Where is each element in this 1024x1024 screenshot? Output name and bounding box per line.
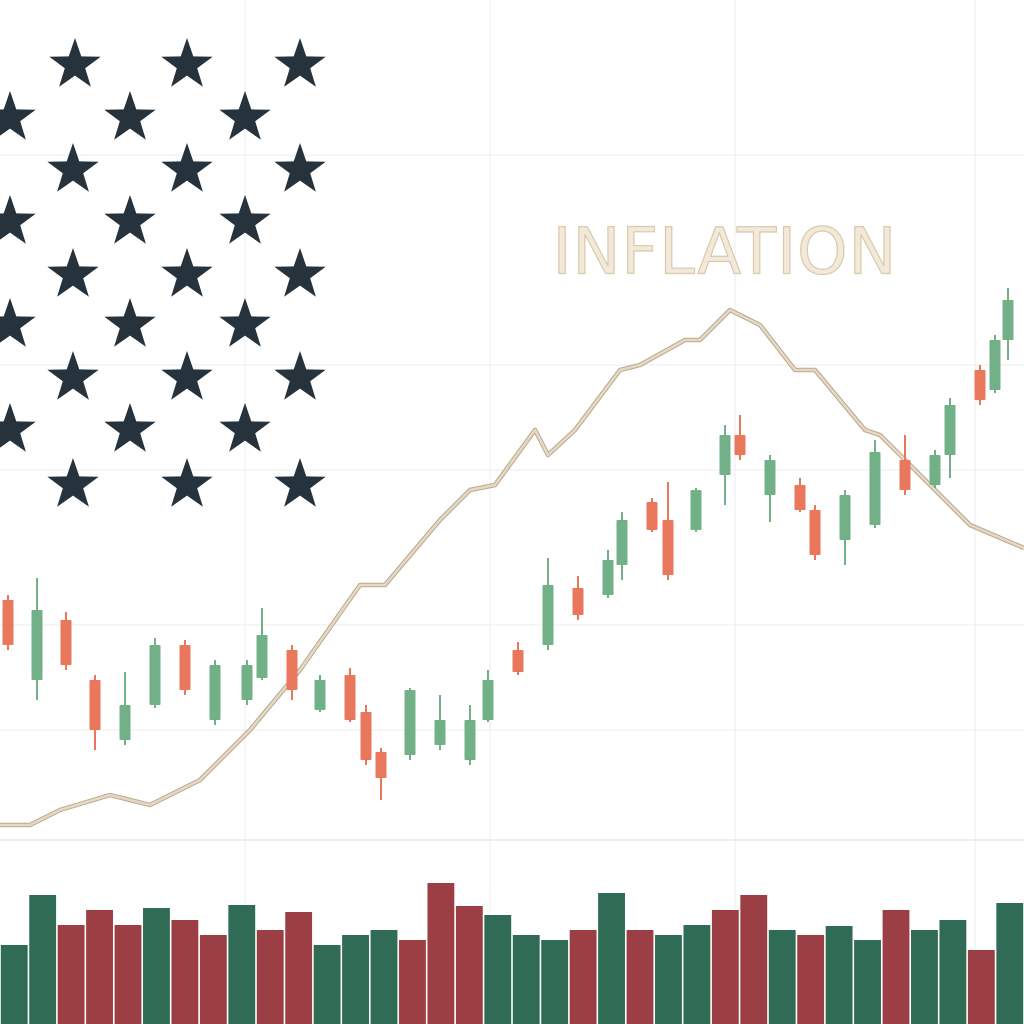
- volume-bar: [939, 920, 967, 1024]
- volume-bar: [967, 950, 995, 1024]
- candle-body: [974, 370, 986, 400]
- candle-body: [809, 510, 821, 555]
- volume-bar: [171, 920, 199, 1024]
- volume-bar: [285, 912, 313, 1024]
- candle-body: [89, 680, 101, 730]
- candle-body: [869, 452, 881, 525]
- candle-body: [794, 485, 806, 510]
- candle-body: [899, 460, 911, 490]
- volume-bar: [825, 926, 853, 1024]
- volume-bar: [740, 895, 768, 1024]
- volume-bar: [114, 925, 142, 1024]
- volume-bar: [256, 930, 284, 1024]
- volume-bar: [399, 940, 426, 1024]
- volume-bar: [512, 935, 540, 1024]
- candle-body: [764, 460, 776, 495]
- candle-body: [286, 650, 298, 690]
- candle-body: [344, 675, 356, 720]
- stars: [0, 38, 326, 507]
- volume-bar: [427, 883, 455, 1024]
- volume-bar: [143, 908, 170, 1024]
- candle-body: [542, 585, 554, 645]
- volume-bar: [626, 930, 654, 1024]
- candle-body: [209, 665, 221, 720]
- volume-bar: [370, 930, 398, 1024]
- candle-body: [434, 720, 446, 745]
- candle-body: [690, 490, 702, 530]
- volume-bar: [655, 935, 682, 1024]
- candle-body: [119, 705, 131, 740]
- candle-body: [929, 455, 941, 485]
- candle-body: [179, 645, 191, 690]
- candle-body: [512, 650, 524, 672]
- candle-body: [572, 588, 584, 615]
- volume-bar: [683, 925, 711, 1024]
- candle-body: [944, 405, 956, 455]
- volume-bar: [711, 910, 739, 1024]
- candle-body: [662, 520, 674, 575]
- candle-body: [646, 502, 658, 530]
- candle-body: [616, 520, 628, 565]
- candle-body: [464, 720, 476, 760]
- volume-bar: [854, 940, 881, 1024]
- candle-body: [734, 435, 746, 455]
- candle-body: [60, 620, 72, 665]
- volume-bar: [0, 945, 28, 1024]
- candle-body: [2, 600, 14, 645]
- volume-bar: [598, 893, 625, 1024]
- candle-body: [314, 680, 326, 710]
- volume-bar: [882, 910, 910, 1024]
- volume-bar: [29, 895, 57, 1024]
- candle-body: [375, 752, 387, 778]
- candle-body: [839, 495, 851, 540]
- chart-title: INFLATION: [553, 216, 898, 290]
- volume-bar: [484, 915, 512, 1024]
- inflation-line: [0, 308, 1024, 827]
- volume-bar: [228, 905, 256, 1024]
- candle-body: [256, 635, 268, 678]
- candle-body: [1002, 300, 1014, 340]
- volume-bar: [455, 906, 483, 1024]
- inflation-line-outline: [0, 307, 1024, 828]
- volume-bar: [57, 925, 85, 1024]
- volume-bar: [569, 930, 597, 1024]
- volume-bar: [996, 903, 1024, 1024]
- volume-bar: [342, 935, 369, 1024]
- candle-body: [31, 610, 43, 680]
- candle-body: [602, 560, 614, 595]
- candle-body: [360, 712, 372, 760]
- volume-bar: [768, 930, 796, 1024]
- candle-body: [149, 645, 161, 705]
- volume-bar: [199, 935, 227, 1024]
- volume-bar: [797, 935, 825, 1024]
- candle-body: [719, 435, 731, 475]
- volume-bar: [86, 910, 113, 1024]
- volume-bar: [313, 945, 341, 1024]
- volume-bar: [911, 930, 938, 1024]
- candle-body: [241, 665, 253, 700]
- candle-body: [989, 340, 1001, 390]
- candle-body: [482, 680, 494, 720]
- candle-body: [404, 690, 416, 755]
- volume-bar: [541, 940, 569, 1024]
